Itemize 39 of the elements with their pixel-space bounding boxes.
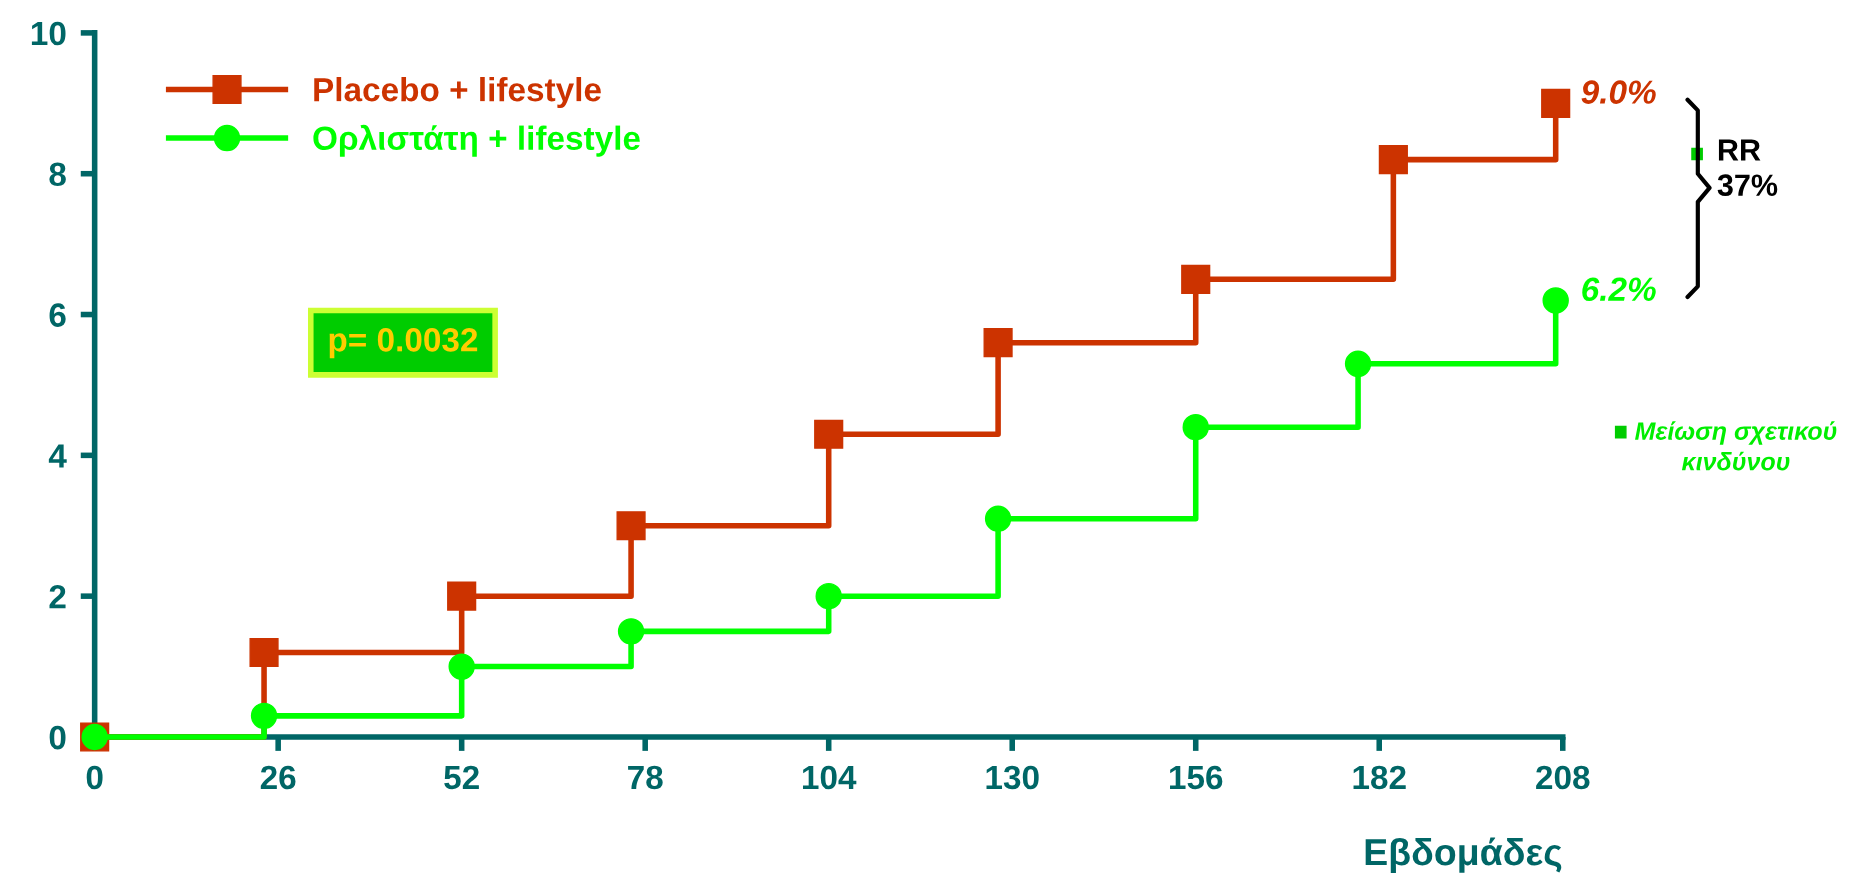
annotation: p= 0.0032 [329, 328, 478, 359]
y-tick-label: 6 [49, 303, 66, 327]
point [1542, 287, 1569, 314]
legend-label: Placebo + lifestyle [314, 76, 601, 109]
data-label: 9.0% [1581, 80, 1656, 104]
x-tick-label: 182 [1353, 765, 1406, 790]
y-tick-label: 0 [49, 725, 66, 750]
point [983, 328, 1013, 358]
x-tick-label: 0 [86, 765, 103, 790]
data-label: 6.2% [1582, 277, 1656, 302]
point [814, 419, 844, 449]
y-tick-label: 8 [49, 162, 66, 187]
point [250, 702, 278, 730]
text: Μείωση σχετικού κινδύνου [1635, 421, 1837, 471]
point [1182, 413, 1209, 441]
point [616, 511, 646, 541]
point [249, 637, 279, 668]
point [448, 653, 475, 680]
y-tick-label: 4 [48, 444, 67, 468]
point [617, 618, 645, 645]
point [1344, 350, 1372, 378]
x-tick-label: 52 [444, 765, 479, 790]
x-tick-label: 156 [1170, 765, 1223, 790]
point [1181, 264, 1211, 294]
point [815, 582, 842, 610]
point [1541, 88, 1571, 118]
x-tick-label: 104 [803, 765, 857, 790]
x-tick-label: 26 [260, 765, 296, 790]
x-tick-label: 130 [986, 765, 1039, 790]
point [447, 581, 477, 611]
point [1378, 145, 1408, 175]
y-tick-label: 10 [31, 21, 66, 46]
x-axis-title: Εβδομάδες [1365, 837, 1562, 873]
legend-label: Ορλιστάτη + lifestyle [313, 124, 640, 157]
text: RR 37% [1717, 139, 1778, 196]
y-tick-label: 2 [49, 584, 66, 609]
point [984, 505, 1012, 532]
x-tick-label: 208 [1536, 765, 1590, 790]
x-tick-label: 78 [628, 765, 663, 790]
